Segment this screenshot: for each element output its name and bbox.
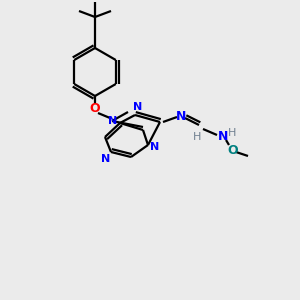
Text: N: N xyxy=(101,154,111,164)
Text: N: N xyxy=(134,102,142,112)
Text: N: N xyxy=(108,116,118,126)
Text: O: O xyxy=(228,143,238,157)
Text: H: H xyxy=(228,128,236,138)
Text: N: N xyxy=(218,130,228,143)
Text: H: H xyxy=(193,132,201,142)
Text: N: N xyxy=(176,110,186,124)
Text: N: N xyxy=(150,142,160,152)
Text: O: O xyxy=(90,103,100,116)
